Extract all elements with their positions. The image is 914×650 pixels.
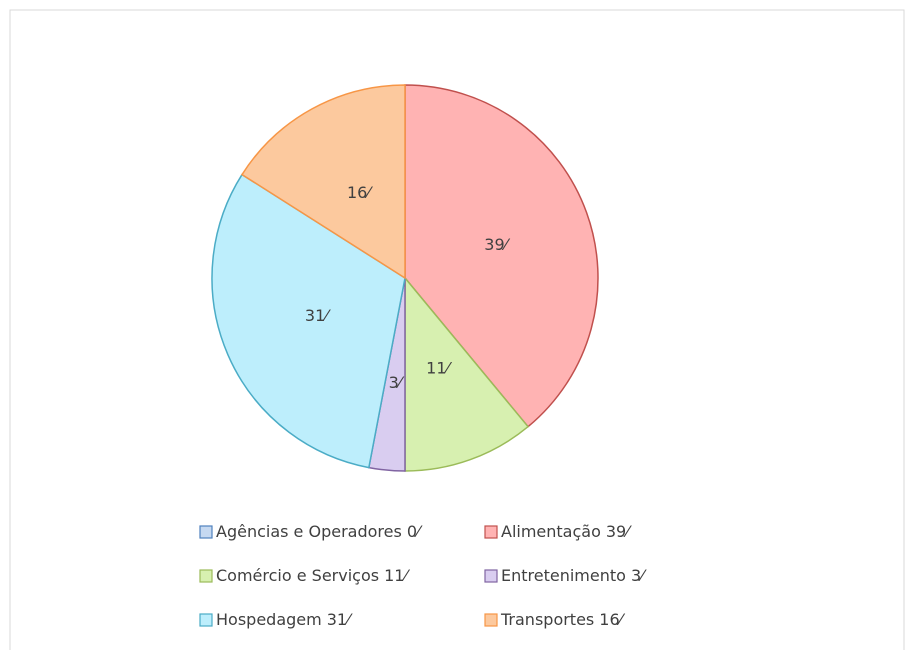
legend-name: Hospedagem	[216, 610, 322, 629]
legend-name: Agências e Operadores	[216, 522, 402, 541]
legend-name: Entretenimento	[501, 566, 626, 585]
legend-label: Transportes 16⁄	[500, 610, 626, 629]
legend-swatch	[199, 613, 213, 627]
legend-value: 16⁄	[599, 610, 625, 629]
data-label: 16⁄	[347, 183, 373, 202]
legend-swatch	[199, 525, 213, 539]
legend-swatch	[484, 613, 498, 627]
legend-name: Alimentação	[501, 522, 601, 541]
pie-slice	[404, 84, 599, 428]
legend-swatch	[484, 525, 498, 539]
legend-label: Alimentação 39⁄	[501, 522, 632, 541]
legend-label: Comércio e Serviços 11⁄	[216, 566, 410, 585]
legend-label: Hospedagem 31⁄	[216, 610, 353, 629]
legend-value: 3⁄	[631, 566, 647, 585]
chart-frame	[9, 9, 905, 650]
legend-value: 0⁄	[407, 522, 423, 541]
legend-value: 31⁄	[327, 610, 353, 629]
data-label: 31⁄	[305, 306, 331, 325]
legend-value: 39⁄	[606, 522, 632, 541]
data-label: 39⁄	[484, 235, 510, 254]
legend-swatch	[199, 569, 213, 583]
pie-slice	[241, 84, 406, 280]
legend-label: Entretenimento 3⁄	[501, 566, 647, 585]
legend-name: Transportes	[500, 610, 594, 629]
legend-value: 11⁄	[384, 566, 410, 585]
legend-name: Comércio e Serviços	[216, 566, 379, 585]
legend-swatch	[484, 569, 498, 583]
pie-slice	[404, 275, 530, 472]
data-label: 11⁄	[426, 358, 452, 377]
legend-label: Agências e Operadores 0⁄	[216, 522, 423, 541]
data-label: 3⁄	[389, 373, 405, 392]
